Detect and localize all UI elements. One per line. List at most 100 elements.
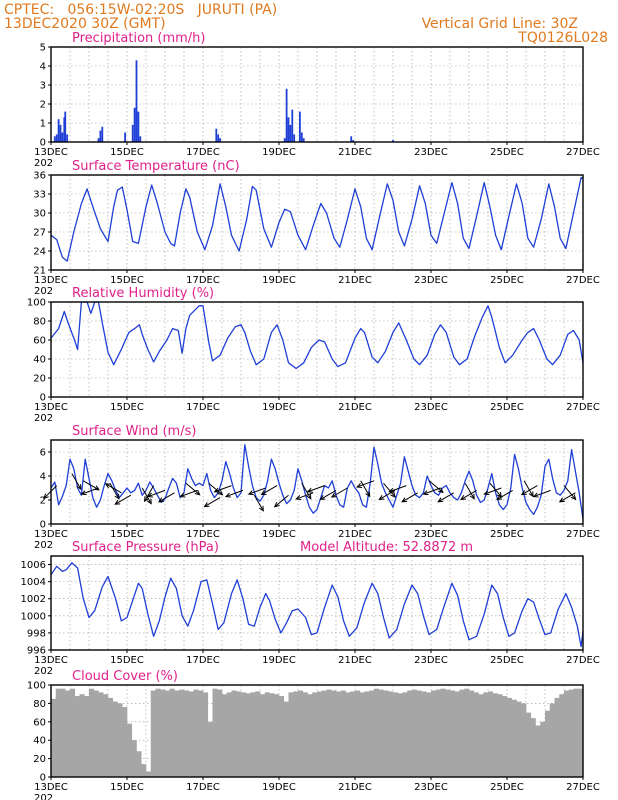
cloud-bar <box>511 699 517 777</box>
y-tick-label: 20 <box>33 754 46 765</box>
x-tick-label: 21DEC <box>338 782 372 793</box>
x-tick-label: 15DEC <box>110 402 144 413</box>
cloud-bar <box>250 692 256 777</box>
pressure-line <box>50 562 584 648</box>
cloud-bar <box>293 691 299 777</box>
wind-arrowhead <box>76 484 82 491</box>
wind-arrowhead <box>217 490 224 496</box>
cloud-bar <box>260 694 266 777</box>
cloud-bar <box>469 690 475 777</box>
cloud-bar <box>545 710 551 777</box>
x-tick-label: 13DEC <box>34 529 68 540</box>
cloud-bar <box>127 723 133 777</box>
x-tick-label: 13DEC <box>34 402 68 413</box>
wind-arrowhead <box>365 491 371 498</box>
wind-arrow <box>301 482 312 500</box>
wind-arrowhead <box>194 490 201 496</box>
wind-arrowhead <box>528 491 534 498</box>
panel-frame <box>50 301 584 398</box>
cloud-bar <box>212 688 218 777</box>
wind-arrowhead <box>558 497 565 503</box>
precip-bar <box>283 138 286 142</box>
cloud-bar <box>383 690 389 777</box>
y-tick-label: 0 <box>40 520 46 531</box>
cloud-bar <box>374 688 380 777</box>
wind-arrow <box>460 489 477 500</box>
precip-bar <box>97 138 100 142</box>
cloud-bar <box>203 692 209 777</box>
precip-bar <box>219 138 221 142</box>
wind-arrow <box>320 489 337 500</box>
wind-arrowhead <box>114 493 120 500</box>
x-tick-label: 21DEC <box>338 275 372 286</box>
y-tick-label: 0 <box>40 773 46 784</box>
wind-arrow <box>144 485 155 502</box>
wind-arrowhead <box>532 492 539 498</box>
cloud-bar <box>412 689 418 777</box>
y-tick-label: 33 <box>33 190 46 201</box>
panel-temp: 21 24 27 30 33 36 13DEC 15DEC 17DEC 19DEC 21DEC 23D… <box>33 159 600 297</box>
cloud-bar <box>526 712 532 777</box>
precip-bar <box>215 128 218 142</box>
wind-arrow <box>158 492 175 503</box>
x-tick-label: 23DEC <box>414 275 448 286</box>
cloud-bar <box>568 689 574 777</box>
x-tick-label: 17DEC <box>186 147 220 158</box>
y-tick-label: 30 <box>33 209 46 220</box>
cloud-bar <box>502 696 508 777</box>
cloud-bar <box>350 691 356 777</box>
x-tick-label: 23DEC <box>414 529 448 540</box>
precip-bar <box>63 117 66 142</box>
wind-arrowhead <box>401 497 408 503</box>
wind-arrow <box>141 487 152 504</box>
cloud-bar <box>378 689 384 777</box>
cloud-bar <box>89 688 95 777</box>
x-tick-label: 13DEC <box>34 782 68 793</box>
cloud-bar <box>179 689 185 777</box>
wind-arrowhead <box>260 490 267 496</box>
wind-arrow <box>401 492 418 503</box>
wind-arrow <box>81 487 99 495</box>
cloud-bar <box>298 690 304 777</box>
cloud-bar <box>578 688 584 777</box>
cloud-bar <box>564 690 570 777</box>
cloud-bar <box>317 691 323 777</box>
precip-bar <box>64 111 67 142</box>
x-tick-label: 17DEC <box>186 402 220 413</box>
y-tick-label: 40 <box>33 736 46 747</box>
cloud-bar <box>454 691 460 777</box>
cloud-bar <box>70 688 76 777</box>
wind-arrowhead <box>496 494 503 500</box>
wind-arrow <box>225 489 244 498</box>
x-tick-label: 27DEC <box>566 275 600 286</box>
y-tick-label: 1 <box>40 119 46 130</box>
wind-arrow <box>533 489 551 498</box>
x-tick-label: 23DEC <box>414 402 448 413</box>
cloud-bar <box>540 721 546 777</box>
wind-arrowhead <box>273 502 280 508</box>
y-tick-label: 1004 <box>21 577 46 588</box>
cloud-bar <box>274 694 280 777</box>
y-tick-label: 20 <box>33 374 46 385</box>
cloud-bar <box>146 771 152 777</box>
wind-arrowhead <box>306 493 312 500</box>
wind-arrow <box>147 489 166 498</box>
x-tick-label: 17DEC <box>186 655 220 666</box>
cloud-bar <box>345 692 351 777</box>
cloud-bar <box>231 690 237 777</box>
cloud-bar <box>488 691 494 777</box>
precip-bar <box>61 132 64 142</box>
wind-arrow <box>521 485 538 496</box>
wind-arrow <box>523 480 534 497</box>
cloud-bar <box>165 690 171 777</box>
x-tick-label: 19DEC <box>262 529 296 540</box>
rh-line <box>50 301 584 370</box>
cloud-bar <box>535 725 541 777</box>
precip-bar <box>289 124 292 142</box>
cloud-bar <box>131 740 137 777</box>
cloud-bar <box>169 688 175 777</box>
precip-bar <box>57 119 60 142</box>
panels: 0 1 2 3 4 5 13DEC 15DEC 17DEC 19DEC 21DEC 23DEC 25DE… <box>21 31 600 800</box>
cloud-bar <box>184 690 190 777</box>
cloud-bar <box>60 688 66 777</box>
